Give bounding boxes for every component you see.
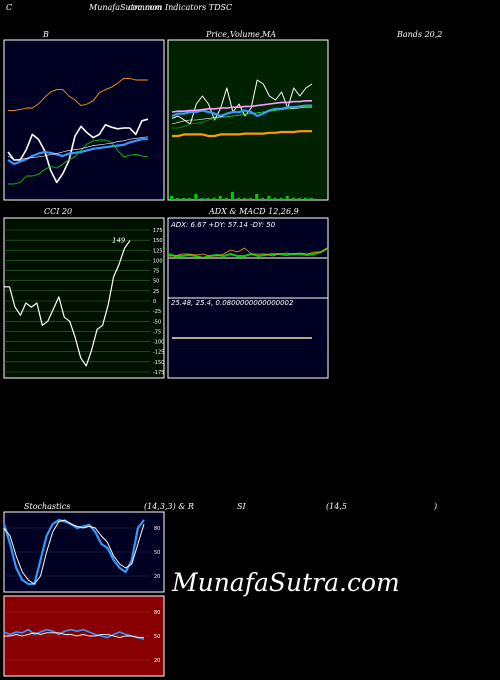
stoch-tick-label: 20 xyxy=(154,574,160,580)
pv-volume-bar xyxy=(200,198,204,200)
cci-tick-label: -100 xyxy=(153,340,164,346)
bb-panel xyxy=(3,39,165,201)
rsi-label-c: ) xyxy=(434,502,438,511)
cci-tick-label: 0 xyxy=(153,299,156,305)
pv-ma-pink-line xyxy=(171,99,312,113)
cci-tick-label: 100 xyxy=(153,258,163,264)
price-panel xyxy=(167,39,329,201)
cci-tick-label: 125 xyxy=(153,248,163,254)
cci-tick-label: -25 xyxy=(153,309,161,315)
pv-volume-bar xyxy=(303,198,307,200)
pv-volume-bar xyxy=(285,196,289,200)
header-site-title: MunafaSutra.com xyxy=(89,3,162,12)
header-left: C xyxy=(6,3,13,12)
pv-volume-bar xyxy=(279,198,283,200)
bb-panel-bg xyxy=(3,39,165,201)
price-label: Price, xyxy=(206,30,230,39)
cci-tick-label: -75 xyxy=(153,329,161,335)
rsi-label-b: (14,5 xyxy=(326,502,347,511)
pv-volume-bar xyxy=(206,198,210,200)
bb-label: B xyxy=(43,30,49,39)
pv-volume-bar xyxy=(243,198,246,200)
stoch-label-b: (14,3,3) & R xyxy=(144,502,194,511)
pv-volume-bar xyxy=(212,198,216,200)
adx-readout: ADX: 6.67 +DY: 57.14 -DY: 50 xyxy=(170,221,276,229)
watermark: MunafaSutra.com xyxy=(172,568,400,597)
stoch-tick-label: 80 xyxy=(154,526,160,532)
pv-volume-bar xyxy=(237,198,240,200)
rsi-panel: 80 50 20 xyxy=(3,595,165,677)
rsi-tick-label: 80 xyxy=(154,610,160,616)
pv-volume-bar xyxy=(224,198,228,200)
stoch-panel: 80 50 20 xyxy=(2,511,165,593)
macd-readout: 25.48, 25.4, 0.0800000000000002 xyxy=(171,299,294,307)
pv-volume-bar xyxy=(194,194,198,200)
adx-minus-di-line xyxy=(168,247,329,257)
cci-panel: 175 150 125 100 75 50 25 0 -25 -50 -75 -100 -125 -150… xyxy=(3,217,165,379)
pv-volume-bar xyxy=(176,198,180,200)
stoch-label-a: Stochastics xyxy=(24,502,71,511)
bands-label: Bands 20,2 xyxy=(397,30,443,39)
pv-volume-bar xyxy=(218,196,222,200)
bb-mid-line xyxy=(7,138,148,166)
stoch-tick-label: 50 xyxy=(154,550,160,556)
cci-tick-label: 75 xyxy=(153,269,159,275)
rsi-tick-label: 50 xyxy=(154,634,160,640)
bb-ma-line xyxy=(7,136,149,161)
cci-last-label: 149 xyxy=(112,237,126,245)
cci-tick-label: -50 xyxy=(153,319,161,325)
bb-upper-line xyxy=(8,139,149,185)
cci-tick-label: 150 xyxy=(153,238,163,244)
rsi-tick-label: 20 xyxy=(154,658,160,664)
pv-price-line xyxy=(171,79,313,125)
cci-tick-label: 25 xyxy=(153,289,159,295)
pv-volume-bar xyxy=(310,198,313,200)
bb-lower-line xyxy=(8,77,148,111)
pv-volume-bar xyxy=(182,198,186,200)
pv-volume-bar xyxy=(230,192,234,200)
macd-panel: 25.48, 25.4, 0.0800000000000002 xyxy=(167,297,329,379)
cci-panel-bg xyxy=(3,217,165,379)
pv-volume-bar xyxy=(297,198,301,200)
pv-volume-bar xyxy=(291,198,295,200)
adx-macd-label: ADX & MACD 12,26,9 xyxy=(209,207,299,216)
cci-label: CCI 20 xyxy=(44,207,73,216)
volume-label: Volume, xyxy=(230,30,263,39)
pv-ma-blue-line xyxy=(171,104,312,118)
cci-tick-label: 175 xyxy=(153,228,163,234)
cci-tick-label: -175 xyxy=(153,370,164,376)
pv-volume-bar xyxy=(273,198,277,200)
bb-price-line xyxy=(7,118,149,184)
cci-tick-label: -150 xyxy=(153,360,164,366)
stoch-line-1 xyxy=(2,518,145,586)
cci-tick-label: -125 xyxy=(153,350,164,356)
cci-tick-label: 50 xyxy=(153,279,159,285)
cci-line xyxy=(4,240,131,367)
pv-volume-bar xyxy=(249,198,253,200)
pv-volume-bar xyxy=(170,196,173,200)
header-subtitle: common Indicators TDSC xyxy=(128,3,233,12)
adx-plus-di-line xyxy=(167,247,329,259)
pv-volume-bar xyxy=(188,198,192,200)
pv-volume-bar xyxy=(267,196,271,200)
rsi-line-1 xyxy=(3,628,145,640)
pv-volume-bar xyxy=(261,198,265,200)
rsi-label-a: SI xyxy=(237,502,246,511)
pv-ma-orange-line xyxy=(172,130,312,138)
pv-volume-bar xyxy=(255,194,259,200)
rsi-line-2 xyxy=(4,632,144,639)
pv-ma-green-line xyxy=(172,106,312,129)
stoch-line-2 xyxy=(3,519,145,585)
adx-panel: ADX: 6.67 +DY: 57.14 -DY: 50 xyxy=(167,217,329,299)
ma-label: MA xyxy=(262,30,276,39)
